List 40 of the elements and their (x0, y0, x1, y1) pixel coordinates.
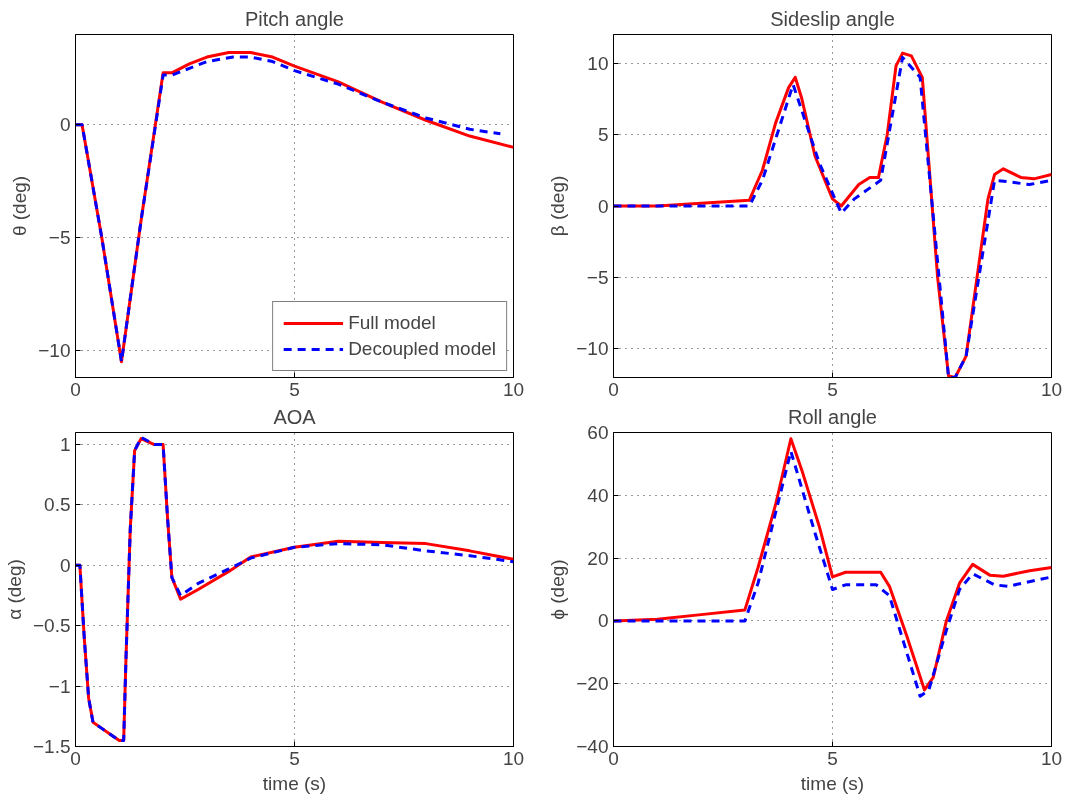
y-axis-title: θ (deg) (9, 175, 31, 237)
legend-label: Full model (348, 312, 436, 334)
y-tick-label: 0 (59, 114, 71, 136)
y-tick-label: 5 (597, 124, 609, 146)
y-tick-label: −1.5 (32, 736, 71, 757)
y-tick-label: 40 (587, 484, 609, 506)
x-tick-label: 5 (827, 378, 838, 400)
y-tick-label: −40 (576, 736, 609, 757)
x-axis-title: time (s) (800, 772, 865, 794)
y-tick-label: −0.5 (32, 615, 71, 637)
x-tick-label: 10 (502, 747, 525, 769)
y-tick-label: −10 (576, 338, 609, 360)
x-tick-label: 10 (502, 378, 525, 400)
y-tick-label: 0 (59, 554, 71, 576)
x-tick-label: 10 (1040, 747, 1063, 769)
y-axis-title: α (deg) (3, 559, 25, 620)
y-tick-label: −5 (48, 227, 71, 249)
x-tick-label: 5 (827, 747, 838, 769)
y-tick-label: −5 (586, 266, 609, 288)
y-tick-label: 1 (59, 434, 71, 456)
x-tick-label: 5 (289, 747, 300, 769)
x-tick-label: 10 (1040, 378, 1063, 400)
y-tick-label: −20 (576, 673, 609, 695)
x-axis-title: time (s) (262, 772, 327, 794)
legend-label: Decoupled model (348, 338, 496, 360)
y-tick-label: 0 (597, 610, 609, 632)
y-tick-label: 0 (597, 195, 609, 217)
y-tick-label: −1 (48, 675, 71, 697)
y-tick-label: 10 (587, 52, 609, 74)
y-tick-label: 0.5 (44, 494, 71, 516)
y-tick-label: 60 (587, 422, 609, 443)
chart-title: Sideslip angle (770, 7, 895, 30)
y-axis-title: β (deg) (547, 175, 569, 237)
chart-title: Roll angle (788, 405, 877, 428)
y-tick-label: −10 (38, 339, 71, 361)
y-tick-label: 20 (587, 547, 609, 569)
y-axis-title: ϕ (deg) (547, 559, 569, 620)
chart-title: Pitch angle (245, 7, 344, 30)
x-tick-label: 5 (289, 378, 300, 400)
chart-title: AOA (273, 405, 317, 428)
